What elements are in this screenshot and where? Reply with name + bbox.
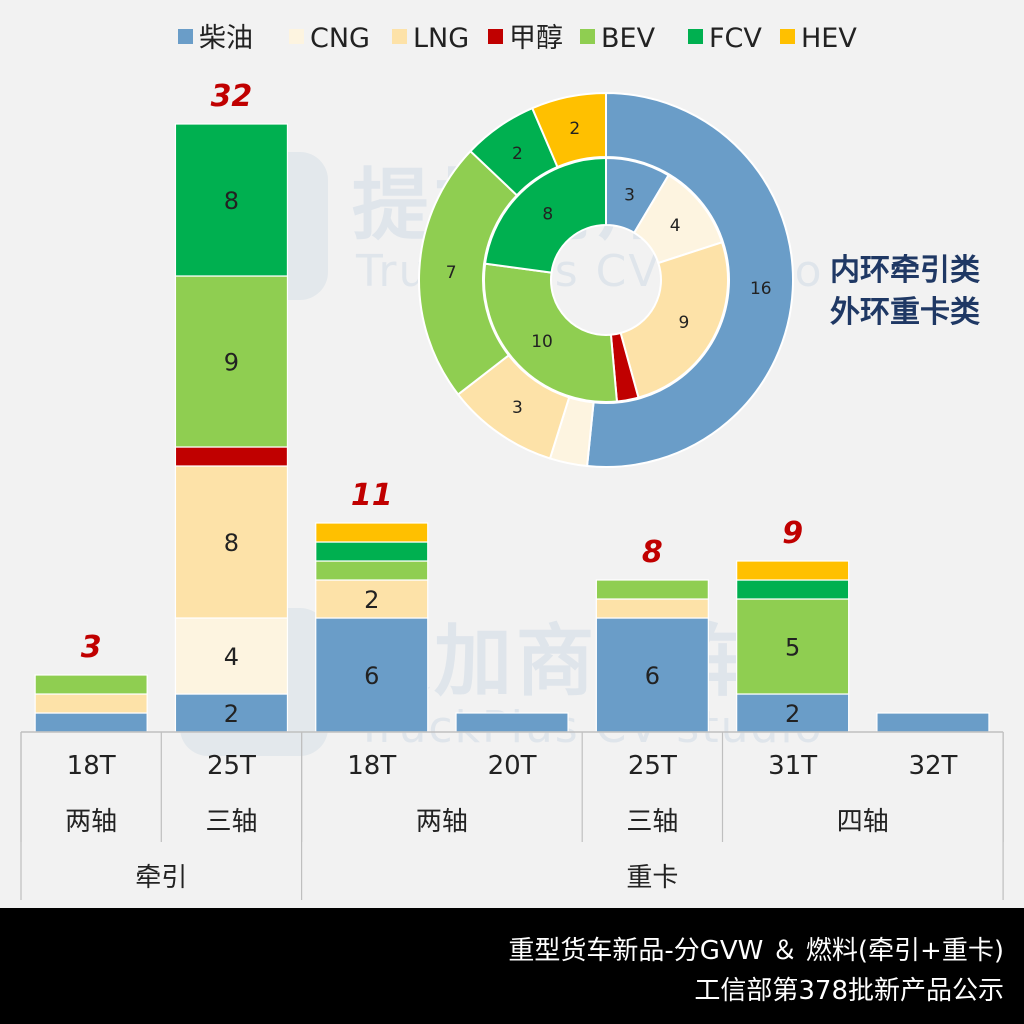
ring-note-outer: 外环重卡类 (830, 295, 980, 330)
outer-ring-slice (585, 91, 794, 468)
donut-chart: 3 4 9 10 8 16 3 7 2 2 (418, 91, 794, 468)
bar-segment (174, 465, 289, 619)
axis-top-group-label: 牵引 (135, 863, 187, 893)
ring-slice-label: 7 (446, 263, 457, 283)
axis-tick-label: 31T (768, 751, 817, 781)
legend-label: FCV (709, 23, 762, 54)
legend-label: BEV (601, 23, 656, 54)
legend-swatch (580, 29, 595, 44)
segment-label: 2 (224, 700, 239, 728)
axis-group-label: 三轴 (626, 807, 678, 837)
bar-segment (174, 446, 289, 467)
bar-segment (34, 693, 148, 714)
segment-label: 8 (224, 529, 239, 557)
axis-tick-label: 32T (908, 751, 957, 781)
outer-ring-slice (530, 91, 607, 169)
bar-total-label: 32 (211, 79, 253, 114)
legend-swatch (688, 29, 703, 44)
bar-segment (455, 712, 569, 733)
axis-group-label: 四轴 (837, 807, 889, 837)
ring-slice-label: 16 (750, 279, 772, 299)
ring-slice-label: 9 (679, 313, 690, 333)
ring-slice-label: 3 (624, 186, 635, 206)
axis-group-label: 两轴 (416, 807, 468, 837)
bar-segment (736, 579, 850, 600)
segment-label: 9 (224, 349, 239, 377)
axis-top-group-label: 重卡 (626, 863, 678, 893)
bar-segment (34, 712, 148, 733)
legend-swatch (178, 29, 193, 44)
bar-total-label: 3 (81, 630, 102, 665)
segment-label: 2 (785, 700, 800, 728)
legend-swatch (780, 29, 795, 44)
ring-slice-label: 2 (569, 119, 580, 139)
inner-ring-slice (619, 241, 729, 399)
segment-label: 4 (224, 643, 239, 671)
axis-group-label: 两轴 (65, 807, 117, 837)
inner-ring-slice (483, 156, 607, 274)
ring-slice-label: 10 (531, 332, 553, 352)
legend-label: 柴油 (199, 23, 253, 54)
inner-ring-slice (483, 262, 619, 403)
ring-slice-label: 3 (512, 398, 523, 418)
legend-swatch (289, 29, 304, 44)
segment-label: 6 (364, 662, 379, 690)
segment-label: 2 (364, 586, 379, 614)
chart-canvas: 提加商用车 TruckPlus CV studio 提加商用车 TruckPlu… (20, 23, 1004, 900)
bar-segment (174, 123, 289, 277)
footer-title: 重型货车新品-分GVW ＆ 燃料(牵引+重卡) (508, 936, 1004, 966)
bar-segment (315, 541, 429, 562)
axis-tick-label: 18T (347, 751, 396, 781)
legend-swatch (488, 29, 503, 44)
legend-label: LNG (413, 23, 469, 54)
segment-label: 6 (645, 662, 660, 690)
segment-label: 8 (224, 187, 239, 215)
bar-segment (736, 560, 850, 581)
bar-segment (736, 598, 850, 695)
legend-label: 甲醇 (509, 23, 563, 54)
bar-segment (315, 617, 429, 733)
axis-tick-label: 25T (207, 751, 256, 781)
bar-segment (595, 579, 709, 600)
legend-swatch (392, 29, 407, 44)
bar-segment (595, 598, 709, 619)
footer: 重型货车新品-分GVW ＆ 燃料(牵引+重卡) 工信部第378批新产品公示 (0, 908, 1024, 1024)
ring-slice-label: 8 (542, 204, 553, 224)
bar-segment (174, 275, 289, 448)
legend-label: CNG (310, 23, 370, 54)
bar-total-label: 9 (782, 516, 803, 551)
bar-segment (595, 617, 709, 733)
segment-label: 5 (785, 634, 800, 662)
legend-label: HEV (801, 23, 857, 54)
axis-tick-label: 18T (67, 751, 116, 781)
legend: 柴油 CNG LNG 甲醇 BEV FCV HEV (178, 23, 857, 54)
bar-total-label: 8 (642, 535, 663, 570)
bar-segment (34, 674, 148, 695)
bar-segment (315, 579, 429, 619)
bar-segment (876, 712, 990, 733)
ring-note-inner: 内环牵引类 (830, 253, 980, 288)
ring-slice-label: 4 (670, 216, 681, 236)
axis-tick-label: 25T (628, 751, 677, 781)
bar-segment (315, 522, 429, 543)
footer-source: 工信部第378批新产品公示 (694, 976, 1004, 1006)
bar-total-label: 11 (351, 478, 393, 513)
axis-group-label: 三轴 (205, 807, 257, 837)
outer-ring-slice (418, 149, 519, 396)
axis-tick-label: 20T (488, 751, 537, 781)
ring-slice-label: 2 (512, 144, 523, 164)
bar-segment (315, 560, 429, 581)
bar-segment (174, 617, 289, 695)
bar-segment (736, 693, 850, 733)
